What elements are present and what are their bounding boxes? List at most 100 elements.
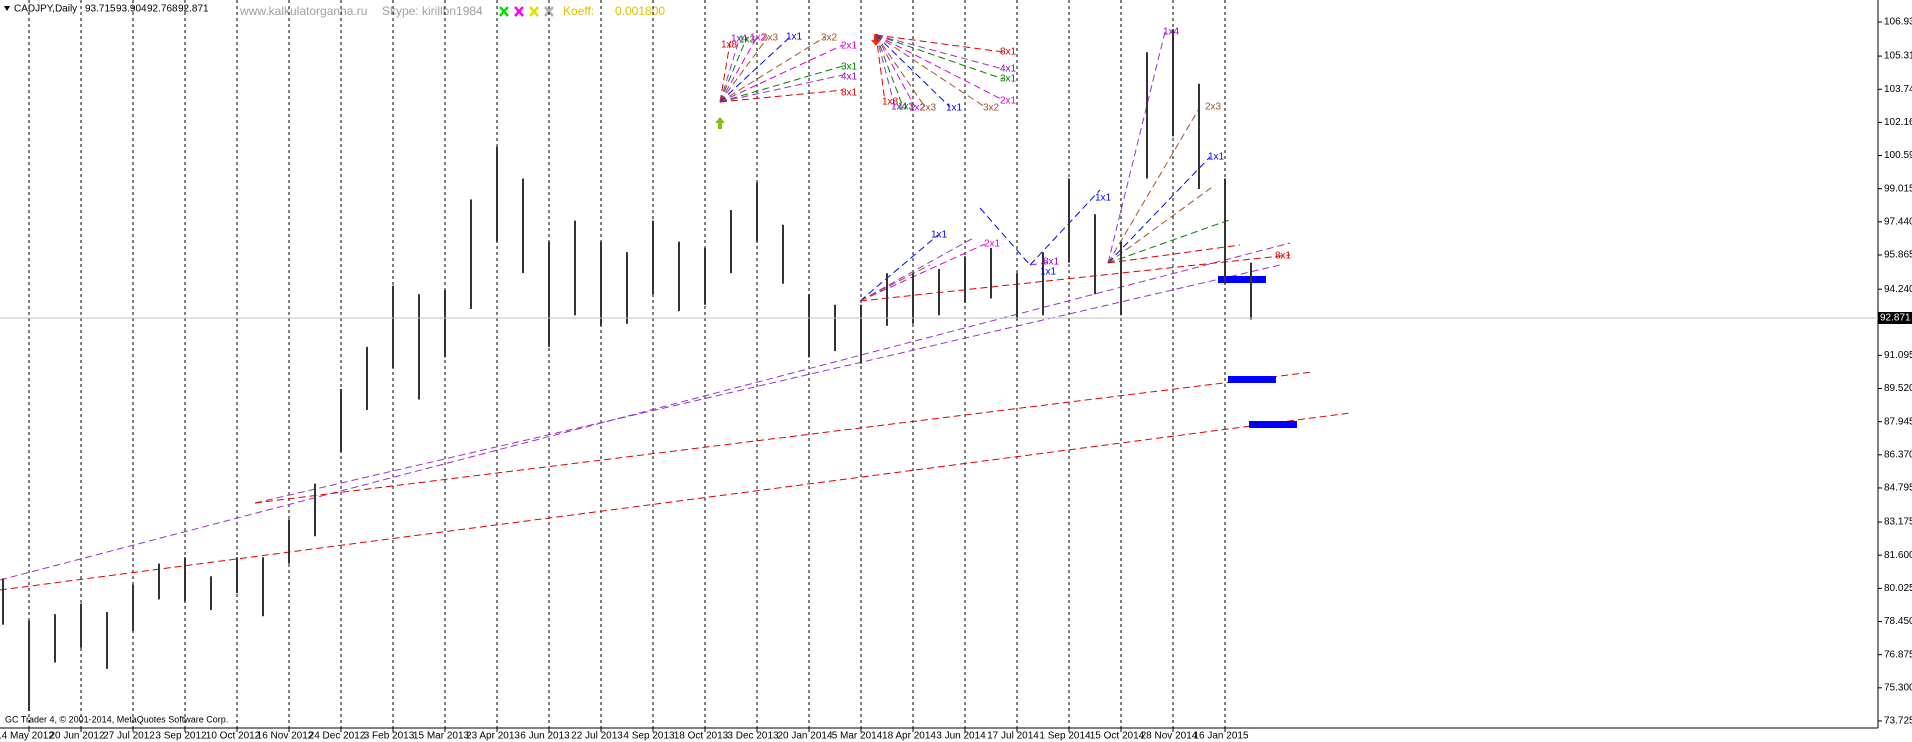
trend-line bbox=[719, 36, 758, 103]
y-tick-label: 86.370 bbox=[1884, 449, 1912, 460]
x-tick-label: 3 Feb 2013 bbox=[364, 731, 415, 742]
x-tick-label: 22 Jul 2013 bbox=[571, 731, 623, 742]
trend-line bbox=[1107, 31, 1166, 264]
x-icons bbox=[499, 6, 554, 17]
trend-line bbox=[1029, 189, 1101, 266]
x-tick-label: 16 Jan 2015 bbox=[1193, 731, 1248, 742]
trend-line bbox=[875, 34, 951, 108]
fan-label: 1x3 bbox=[898, 102, 915, 113]
trend-line bbox=[719, 36, 791, 103]
trend-line bbox=[719, 89, 844, 103]
trend-line bbox=[875, 34, 1004, 101]
x-tick-label: 14 May 2012 bbox=[0, 731, 54, 742]
y-tick-label: 84.795 bbox=[1884, 483, 1912, 494]
trend-line bbox=[719, 36, 741, 103]
x-icon[interactable] bbox=[529, 6, 539, 17]
trend-line bbox=[719, 36, 769, 103]
header-high: 93.904 bbox=[116, 4, 147, 15]
x-tick-label: 24 Dec 2012 bbox=[309, 731, 366, 742]
fan-label: 1x1 bbox=[946, 103, 963, 114]
site-text: www.kalkulatorganna.ru bbox=[239, 4, 367, 18]
down-arrow bbox=[871, 34, 881, 46]
y-tick-label: 99.015 bbox=[1884, 183, 1912, 194]
x-tick-label: 18 Apr 2014 bbox=[882, 731, 936, 742]
fan-label: 4x1 bbox=[841, 72, 858, 83]
x-tick-label: 15 Oct 2014 bbox=[1090, 731, 1145, 742]
fan-label: 2x1 bbox=[984, 239, 1001, 250]
x-icon[interactable] bbox=[499, 6, 509, 17]
y-tick-label: 105.315 bbox=[1884, 51, 1912, 62]
fan-label: 2x3 bbox=[1205, 102, 1222, 113]
x-icon[interactable] bbox=[514, 6, 524, 17]
y-tick-label: 80.025 bbox=[1884, 583, 1912, 594]
trend-line bbox=[0, 242, 1291, 581]
trend-line bbox=[1029, 261, 1051, 266]
target-box bbox=[1249, 421, 1297, 428]
x-tick-label: 3 Sep 2012 bbox=[155, 731, 207, 742]
fan-label: 3x1 bbox=[841, 62, 858, 73]
y-tick-label: 95.865 bbox=[1884, 250, 1912, 261]
fan-label: 3x2 bbox=[983, 103, 1000, 114]
x-tick-label: 23 Apr 2013 bbox=[466, 731, 520, 742]
last-price-box bbox=[1878, 311, 1912, 324]
fan-label: 1x4 bbox=[1163, 27, 1180, 38]
target-box bbox=[1228, 376, 1276, 383]
x-tick-label: 18 Oct 2013 bbox=[674, 731, 729, 742]
x-tick-label: 15 Mar 2013 bbox=[413, 731, 470, 742]
trend-line bbox=[859, 254, 1291, 302]
trend-line bbox=[875, 34, 926, 108]
fan-label: 1x1 bbox=[1040, 267, 1057, 278]
y-tick-label: 102.165 bbox=[1884, 117, 1912, 128]
fan-label: 2x1 bbox=[841, 41, 858, 52]
trend-line bbox=[875, 34, 904, 108]
fan-label: 1x2 bbox=[750, 33, 767, 44]
symbol: CADJPY,Daily bbox=[14, 4, 77, 15]
x-tick-label: 28 Nov 2014 bbox=[1141, 731, 1198, 742]
fan-label: 1x8 bbox=[721, 40, 738, 51]
y-tick-label: 87.945 bbox=[1884, 416, 1912, 427]
footer: GC Trader 4, © 2001-2014, MetaQuotes Sof… bbox=[5, 714, 228, 724]
x-tick-label: 3 Dec 2013 bbox=[727, 731, 779, 742]
fan-label: 1x3 bbox=[739, 35, 756, 46]
fan-label: 8x1 bbox=[841, 88, 858, 99]
x-tick-label: 4 Sep 2013 bbox=[623, 731, 675, 742]
last-price-label: 92.871 bbox=[1880, 313, 1911, 324]
y-tick-label: 103.740 bbox=[1884, 84, 1912, 95]
fan-label: 1x1 bbox=[786, 32, 803, 43]
fan-label: 8x1 bbox=[1275, 251, 1292, 262]
y-tick-label: 73.725 bbox=[1884, 716, 1912, 727]
x-tick-label: 3 Jun 2014 bbox=[936, 731, 986, 742]
y-tick-label: 100.590 bbox=[1884, 150, 1912, 161]
trend-line bbox=[875, 34, 896, 108]
y-tick-label: 89.520 bbox=[1884, 383, 1912, 394]
x-tick-label: 6 Jun 2013 bbox=[520, 731, 570, 742]
trend-line bbox=[1107, 106, 1201, 264]
fan-label: 1x1 bbox=[1208, 152, 1225, 163]
y-tick-label: 91.095 bbox=[1884, 350, 1912, 361]
fan-label: 3x2 bbox=[821, 33, 838, 44]
koeff-label: Koeff: bbox=[563, 4, 594, 18]
header-open: 93.715 bbox=[85, 4, 116, 15]
y-tick-label: 75.300 bbox=[1884, 682, 1912, 693]
menu-arrow[interactable] bbox=[4, 6, 10, 11]
header-low: 92.768 bbox=[147, 4, 178, 15]
trend-line bbox=[719, 36, 748, 103]
fan-label: 1x4 bbox=[731, 34, 748, 45]
trend-line bbox=[719, 74, 844, 103]
y-tick-label: 76.875 bbox=[1884, 649, 1912, 660]
x-icon[interactable] bbox=[544, 6, 554, 17]
fan-label: 2x3 bbox=[762, 33, 779, 44]
fan-label: 8x1 bbox=[1000, 47, 1017, 58]
trend-line bbox=[875, 34, 916, 108]
x-tick-label: 10 Oct 2012 bbox=[206, 731, 261, 742]
fan-label: 8x1 bbox=[1043, 257, 1060, 268]
skype-text: Skype: kirillbn1984 bbox=[382, 4, 483, 18]
trend-line bbox=[1107, 244, 1241, 264]
fan-label: 1x2 bbox=[909, 103, 926, 114]
x-tick-label: 27 Jul 2012 bbox=[103, 731, 155, 742]
trend-line bbox=[875, 34, 886, 103]
x-tick-label: 5 Mar 2014 bbox=[832, 731, 883, 742]
